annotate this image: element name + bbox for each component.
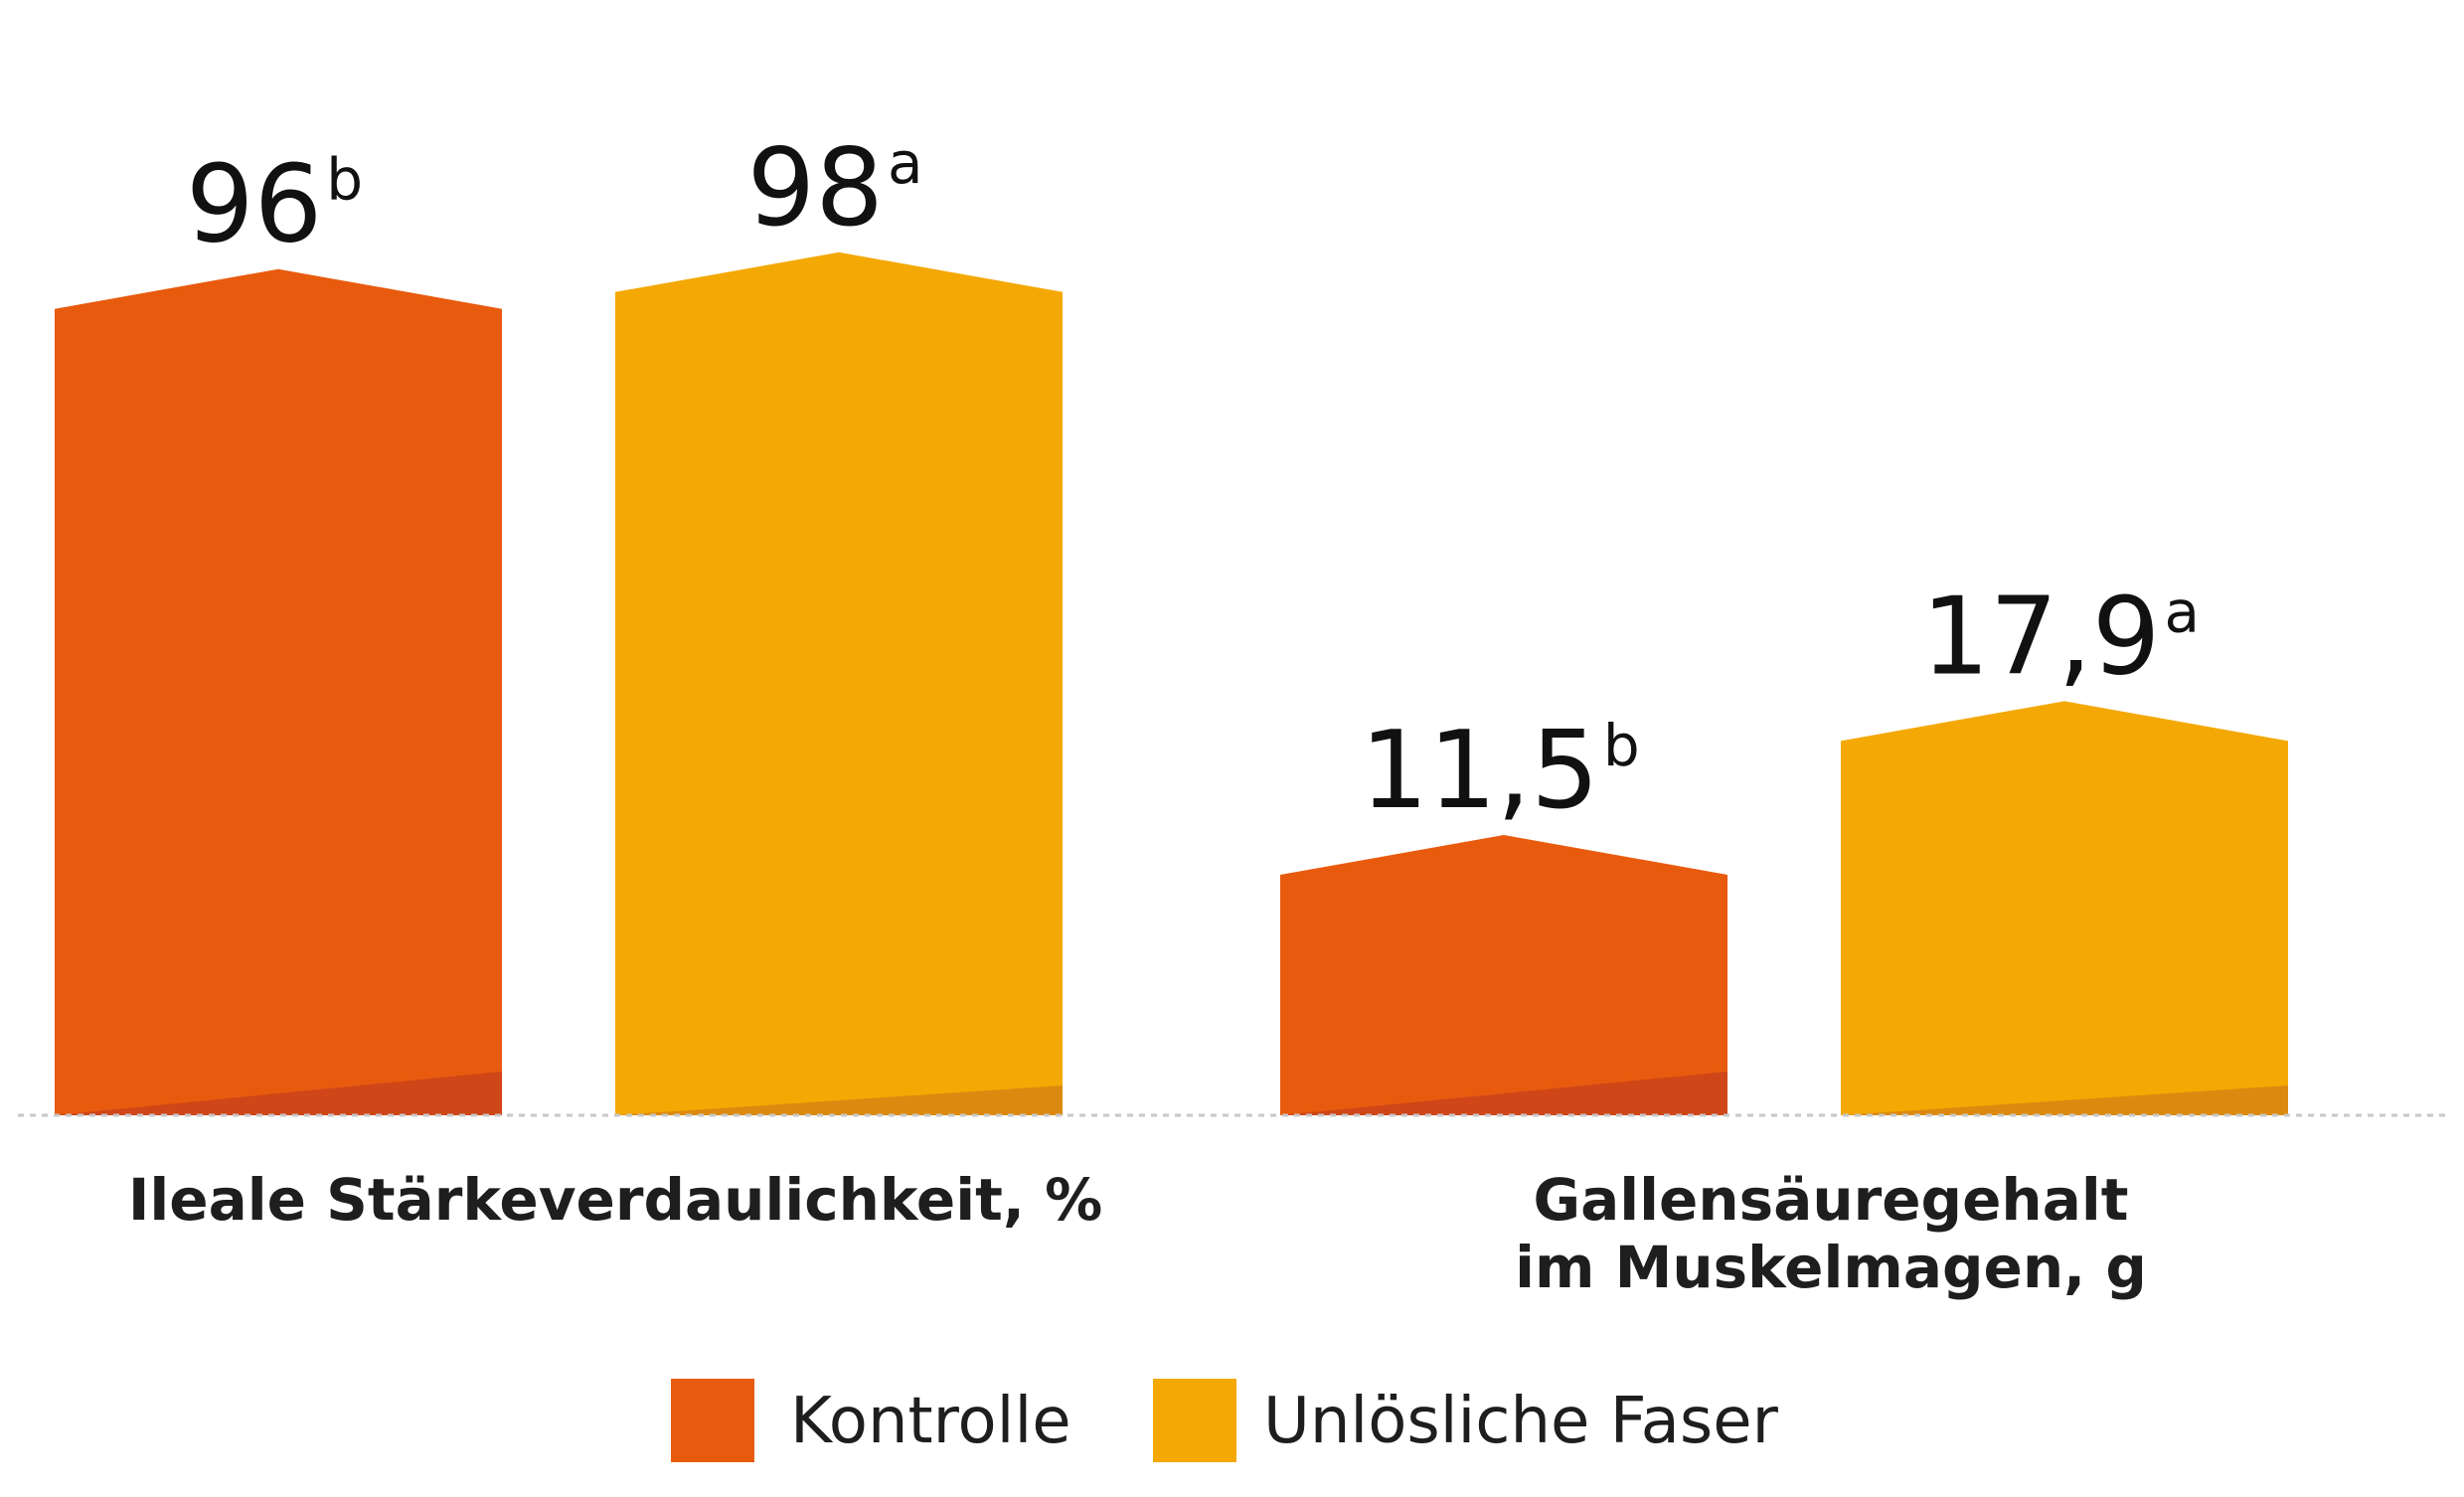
value-label-unl-sliche-faser-2: 17,9a bbox=[1921, 575, 2200, 699]
legend-swatch-unl-sliche-faser bbox=[1153, 1379, 1236, 1462]
category-label-2-line-2: im Muskelmagen, g bbox=[1515, 1234, 2147, 1301]
bar-kontrolle-2 bbox=[1280, 835, 1727, 1115]
category-label-1: Ileale Stärkeverdaulichkeit, % bbox=[128, 1166, 1102, 1234]
value-label-kontrolle-1: 96b bbox=[186, 143, 363, 267]
legend-label-unl-sliche-faser: Unlösliche Faser bbox=[1263, 1385, 1779, 1458]
legend-label-kontrolle: Kontrolle bbox=[790, 1385, 1071, 1458]
bar-shadow-unl-sliche-faser-1 bbox=[615, 1085, 1063, 1115]
bar-unl-sliche-faser-2 bbox=[1841, 701, 2288, 1115]
bar-unl-sliche-faser-1 bbox=[615, 251, 1063, 1116]
value-labels-group: 96b 98a 11,5b 17,9a bbox=[186, 126, 2200, 833]
value-label-kontrolle-2: 11,5b bbox=[1360, 709, 1639, 833]
bars-group bbox=[55, 251, 2288, 1116]
category-labels-group: Ileale Stärkeverdaulichkeit, % Gallensäur… bbox=[128, 1166, 2147, 1301]
category-label-2-line-1: Gallensäuregehalt bbox=[1534, 1166, 2129, 1234]
legend-swatch-kontrolle bbox=[671, 1379, 754, 1462]
value-label-unl-sliche-faser-1: 98a bbox=[747, 126, 923, 250]
legend: Kontrolle Unlösliche Faser bbox=[671, 1379, 1779, 1462]
bar-shadow-unl-sliche-faser-2 bbox=[1841, 1085, 2288, 1115]
bar-shadow-kontrolle-2 bbox=[1280, 1072, 1727, 1115]
bar-shadow-kontrolle-1 bbox=[55, 1072, 502, 1115]
bar-kontrolle-1 bbox=[55, 268, 502, 1115]
